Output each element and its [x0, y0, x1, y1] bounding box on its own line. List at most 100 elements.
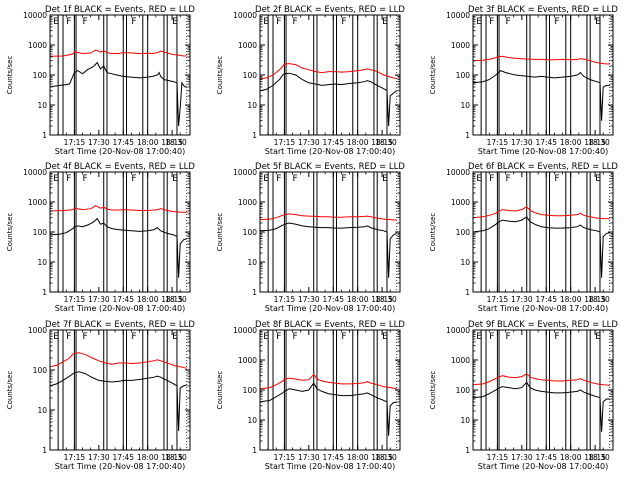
- segment-label: E: [263, 332, 269, 342]
- y-tick-label: 10: [37, 258, 47, 267]
- x-axis-label: Start Time (20-Nov-08 17:00:40): [55, 147, 185, 156]
- x-tick-label: 18:00: [347, 138, 369, 147]
- y-tick-label: 10000: [23, 11, 47, 20]
- segment-label: F: [554, 17, 559, 27]
- segment-label: E: [595, 17, 601, 27]
- x-tick-label: 17:45: [322, 295, 344, 304]
- lld-series-line: [472, 205, 610, 220]
- x-tick-label: 17:15: [274, 295, 296, 304]
- x-tick-label: 17:15: [64, 138, 86, 147]
- x-axis-label: Start Time (20-Nov-08 17:00:40): [55, 304, 185, 313]
- segment-label: F: [489, 17, 494, 27]
- segment-label: F: [276, 332, 281, 342]
- x-tick-label: 18:15: [584, 138, 606, 147]
- x-tick-label: 18:30: [165, 453, 187, 462]
- segment-label: E: [263, 17, 269, 27]
- y-tick-label: 10: [460, 101, 470, 110]
- y-tick-label: 1000: [238, 41, 257, 50]
- y-tick-label: 10: [37, 406, 47, 415]
- x-tick-label: 18:30: [375, 295, 397, 304]
- y-tick-label: 10000: [446, 168, 470, 177]
- segment-label: F: [83, 17, 88, 27]
- y-tick-label: 100: [33, 71, 48, 80]
- lld-series-line: [472, 55, 610, 65]
- x-tick-label: 17:30: [298, 138, 320, 147]
- x-tick-label: 17:30: [88, 453, 110, 462]
- y-tick-label: 1000: [451, 198, 470, 207]
- segment-label: F: [83, 174, 88, 184]
- y-axis-label: Counts/sec: [216, 56, 224, 95]
- x-tick-label: 17:45: [535, 138, 557, 147]
- y-tick-label: 100: [243, 228, 258, 237]
- x-axis-label: Start Time (20-Nov-08 17:00:40): [265, 147, 395, 156]
- y-tick-label: 100: [243, 71, 258, 80]
- events-series-line: [49, 371, 187, 431]
- y-tick-label: 100: [456, 71, 471, 80]
- y-tick-label: 10000: [446, 326, 470, 335]
- segment-label: F: [341, 332, 346, 342]
- x-tick-label: 17:15: [487, 138, 509, 147]
- segment-label: E: [172, 174, 178, 184]
- y-tick-label: 100: [243, 386, 258, 395]
- panel-title: Det 5f BLACK = Events, RED = LLD: [255, 162, 405, 172]
- y-tick-label: 1000: [451, 356, 470, 365]
- x-tick-label: 18:30: [588, 295, 610, 304]
- lld-series-line: [49, 205, 187, 213]
- y-axis-label: Counts/sec: [216, 371, 224, 410]
- y-tick-label: 10000: [233, 168, 257, 177]
- y-tick-label: 10000: [233, 326, 257, 335]
- y-tick-label: 100: [456, 386, 471, 395]
- x-tick-label: 17:30: [298, 295, 320, 304]
- segment-label: F: [66, 17, 71, 27]
- y-axis-label: Counts/sec: [6, 371, 14, 410]
- segment-label: E: [172, 17, 178, 27]
- y-tick-label: 10: [460, 416, 470, 425]
- x-tick-label: 18:00: [560, 453, 582, 462]
- y-tick-label: 10000: [446, 11, 470, 20]
- x-tick-label: 18:00: [560, 138, 582, 147]
- panel-title: Det 6f BLACK = Events, RED = LLD: [468, 162, 618, 172]
- y-tick-label: 1000: [451, 41, 470, 50]
- segment-label: F: [506, 332, 511, 342]
- y-tick-label: 100: [456, 228, 471, 237]
- segment-label: F: [506, 17, 511, 27]
- y-tick-label: 1: [252, 446, 257, 455]
- segment-label: E: [263, 174, 269, 184]
- segment-label: E: [53, 17, 59, 27]
- x-tick-label: 17:45: [322, 453, 344, 462]
- segment-label: E: [476, 17, 482, 27]
- y-tick-label: 1000: [28, 41, 47, 50]
- segment-label: F: [489, 332, 494, 342]
- segment-label: F: [131, 17, 136, 27]
- x-tick-label: 18:00: [137, 453, 159, 462]
- segment-label: F: [293, 332, 298, 342]
- x-tick-label: 18:15: [371, 138, 393, 147]
- x-tick-label: 18:00: [560, 295, 582, 304]
- panel-title: Det 1f BLACK = Events, RED = LLD: [45, 5, 195, 15]
- segment-label: E: [53, 174, 59, 184]
- events-series-line: [49, 61, 187, 127]
- x-axis-label: Start Time (20-Nov-08 17:00:40): [478, 462, 608, 471]
- x-tick-label: 18:00: [137, 295, 159, 304]
- segment-label: F: [131, 332, 136, 342]
- plot-frame: [49, 329, 191, 451]
- y-axis-label: Counts/sec: [429, 56, 437, 95]
- x-tick-label: 17:45: [112, 138, 134, 147]
- x-tick-label: 18:30: [375, 453, 397, 462]
- segment-label: E: [476, 174, 482, 184]
- x-axis-label: Start Time (20-Nov-08 17:00:40): [478, 147, 608, 156]
- segment-label: F: [293, 17, 298, 27]
- segment-label: F: [489, 174, 494, 184]
- y-tick-label: 1000: [238, 356, 257, 365]
- x-tick-label: 17:30: [298, 453, 320, 462]
- x-tick-label: 17:45: [322, 138, 344, 147]
- x-tick-label: 17:45: [535, 295, 557, 304]
- y-axis-label: Counts/sec: [6, 56, 14, 95]
